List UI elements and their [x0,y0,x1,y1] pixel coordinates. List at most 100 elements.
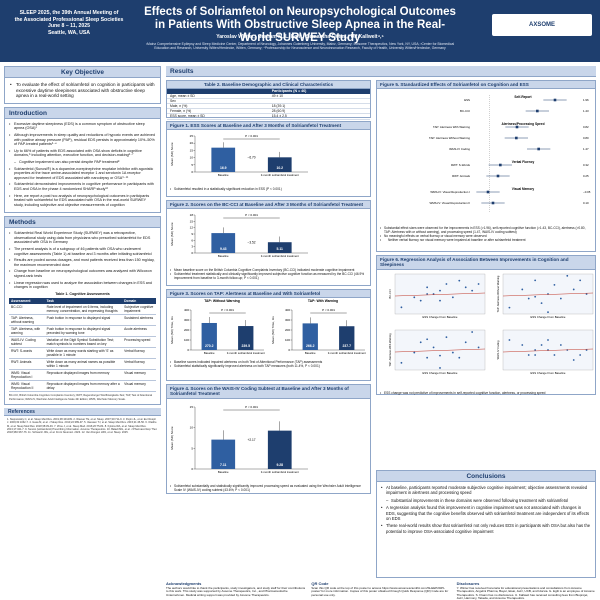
figure-heading: Figure 4. Scores on the WAIS-IV Coding S… [167,385,370,399]
conference-line: June 8 – 11, 2025 [47,23,91,30]
data-point [534,353,537,356]
effect-marker [499,164,502,167]
intro-bullet: Up to 66% of patients with EDS associate… [9,149,156,158]
y-tick-label: 3 [191,245,193,249]
acknowledgments: Acknowledgments The authors would like to… [166,582,305,598]
y-tick-label: 15 [190,149,194,153]
table-cell: TAP: Alertness, without warning [9,314,45,327]
data-point [458,356,461,359]
data-label: 16.9 [220,166,227,170]
y-tick-label: 300 [285,318,290,322]
poster-authors: Yaroslav Winter,¹ Graham M. L. Eglit,² S… [216,34,384,40]
y-tick-label: 15 [190,405,194,409]
table-row: Age, mean ± SD 49 ± 10 [167,93,370,99]
figure-heading: Figure 5. Standardized Effects of Solria… [377,81,595,90]
table-header: Participants (N = 46) [268,89,370,94]
data-point [572,288,575,291]
footer-heading: QR Code [311,581,329,586]
y-tick-label: 400 [285,308,290,312]
table1-caption: Table 1. Cognitive Assessments [55,291,110,296]
data-point [540,343,543,346]
figure-note: Mean baseline score on the British Colum… [170,269,367,274]
section-heading: Conclusions [377,471,595,482]
x-tick-label: Baseline [218,470,229,474]
data-point [445,336,448,338]
change-label: −3.52 [247,241,255,245]
poster-footer: Acknowledgments The authors would like to… [166,581,596,600]
table-row: Female, n (%) 28 (60.9) [167,108,370,115]
data-point [439,289,441,292]
group-label: Verbal Fluency [512,160,535,164]
data-point [439,366,441,369]
intro-bullet: Solriamfetol (Sunosi®) is a dopamine-nor… [9,167,156,181]
methods-bullet: Solriamfetol Real World Experience Study… [9,231,156,245]
panel-frame [394,329,486,370]
data-label: 9.28 [276,463,283,467]
figure-note: Substantial effect sizes were observed f… [380,227,592,235]
table-cell: BC-CCI [9,304,45,316]
bar [267,430,292,469]
table-cell: Acute alertness [122,325,156,338]
y-tick-label: 18 [190,213,194,217]
table-row: RWT: Animals Write down as many animal na… [9,358,156,371]
table-row: TAP: Alertness, without warning Push butt… [9,314,156,327]
x-tick-label: 3-month solriamfetol treatment [227,351,265,355]
data-point [445,282,448,285]
data-point [540,302,543,304]
data-point [579,279,582,282]
table-cell: Subjective cognitive impairment [122,304,156,316]
data-point [400,361,403,364]
data-label: 9.43 [220,247,227,251]
effect-marker [486,191,490,194]
figure-note: Solriamfetol statistically significantly… [170,364,367,369]
tap-without-warning-chart: 0 100 200 300 400 Mean (SD) Time, ms 270.2 Base… [170,299,265,355]
bar [267,242,292,254]
data-point [451,351,454,354]
tap-with-warning-chart: 0 100 200 300 400 Mean (SD) Time, ms 266.2 Base… [271,299,366,355]
data-label: 239.5 [242,344,251,348]
key-objective-text: To evaluate the effect of solriamfetol o… [10,82,155,99]
y-tick-label: 9 [191,232,193,236]
data-point [508,338,511,341]
effect-marker [537,148,540,151]
regression-line [502,348,594,353]
effect-marker [536,110,539,113]
table-row: WMS: Visual Reproduction II Reproduce dis… [9,380,156,393]
bar [201,323,217,351]
data-point [471,289,474,292]
data-point [508,306,511,309]
data-label: 266.2 [306,344,315,348]
figure-heading: Figure 6. Regression Analysis of Associa… [377,256,595,270]
table-cell: Push button in response to displayed sig… [44,314,123,327]
data-point [553,283,556,286]
cognitive-assessments-table: Assessment Task Domain BC-CCI Rate level … [9,298,156,393]
p-value-label: P < 0.001 [245,405,258,409]
data-point [579,353,582,356]
data-label: 7.11 [220,463,227,467]
data-label: 10.2 [276,166,283,170]
data-point [547,338,549,341]
methods-section: Methods Solriamfetol Real World Experien… [4,216,161,405]
change-label: −6.70 [247,156,255,160]
conclusion-bullet: Substantial improvements in these domain… [381,498,591,504]
regression-line [394,292,486,297]
references-section: References 1. Stepnowsky C, et al. Sleep… [4,408,161,434]
table2-caption: Table 2. Baseline Demographic and Clinic… [167,81,370,90]
y-axis-label: Mean (SD) Score [170,426,174,450]
table-cell: 18 (39.1) [268,103,370,110]
demographics-table: Participants (N = 46) Age, mean ± SD 49 ±… [167,89,370,120]
table-cell: Female, n (%) [167,108,269,115]
table-cell: RWT: Animals [9,358,45,371]
y-tick-label: 10 [190,425,194,429]
conference-info: SLEEP 2025, the 39th Annual Meeting of t… [6,10,132,36]
references-text: 1. Stepnowsky C, et al. Sleep Med Rev. 2… [7,418,158,435]
data-point [426,286,429,289]
table-cell: Write down as many animal names as possi… [44,358,123,371]
y-tick-label: 25 [190,134,194,138]
data-point [413,351,416,354]
x-tick-label: Baseline [204,351,215,355]
x-axis-label: ESS Change From Baseline [531,371,566,375]
subplot-title: TAP: Without Warning [204,299,240,303]
y-tick-label: 300 [184,318,189,322]
figure-note: Baseline scores indicated impaired alert… [170,361,367,366]
